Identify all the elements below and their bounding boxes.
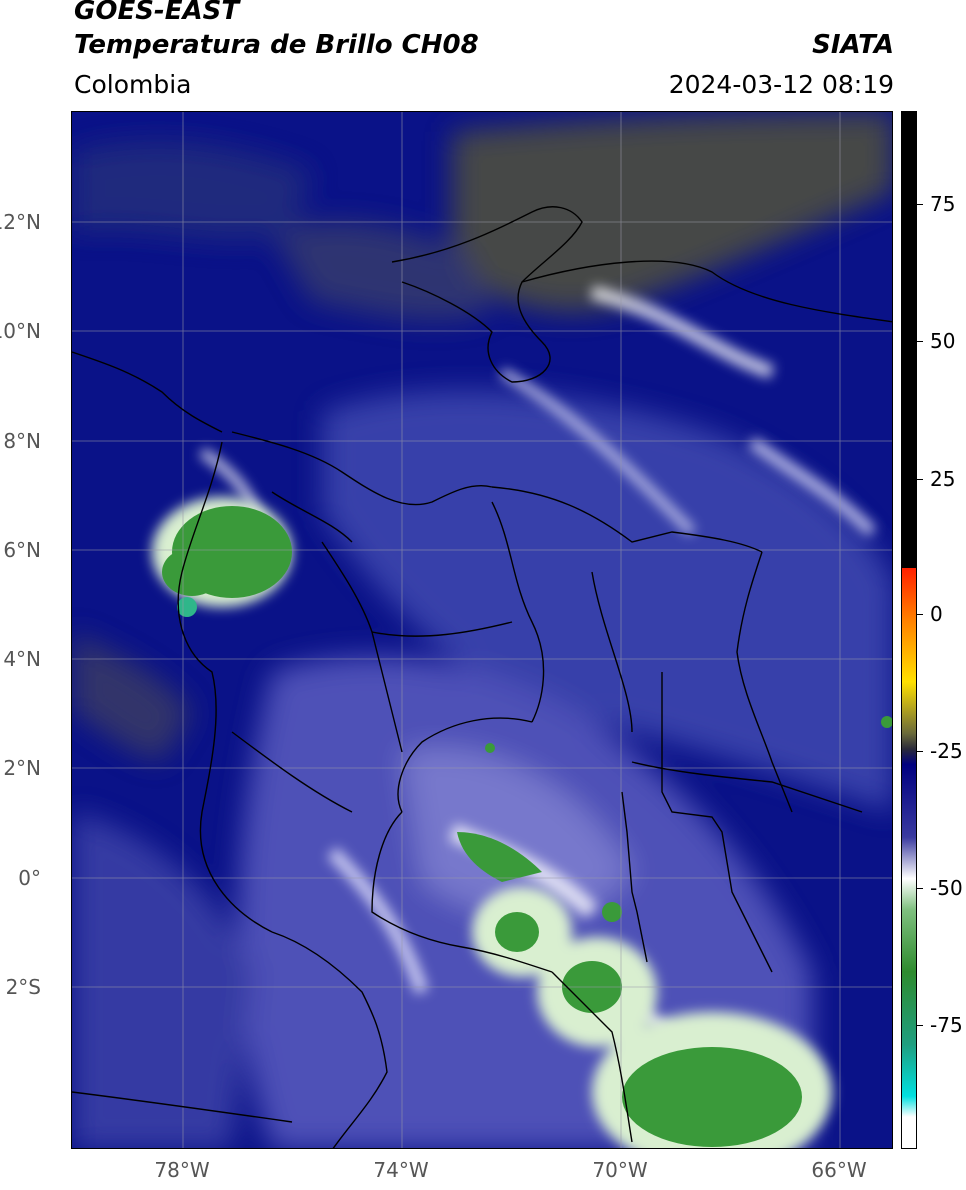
- colorbar-tick: [917, 888, 923, 889]
- lat-label-4n: 4°N: [3, 647, 41, 671]
- lat-label-2n: 2°N: [3, 756, 41, 780]
- colorbar-tick: [917, 479, 923, 480]
- region-label: Colombia: [74, 70, 192, 99]
- map-canvas: [72, 112, 892, 1148]
- colorbar-tick: [917, 614, 923, 615]
- lat-label-10n: 10°N: [0, 319, 41, 343]
- lat-label-0: 0°: [18, 866, 41, 890]
- colorbar-tick: [917, 1025, 923, 1026]
- colorbar-tick: [917, 341, 923, 342]
- lon-label-66w: 66°W: [811, 1158, 867, 1182]
- lat-label-6n: 6°N: [3, 538, 41, 562]
- colorbar-label-minus50: -50: [930, 876, 963, 900]
- dry-air-regions: [72, 112, 892, 762]
- lon-label-70w: 70°W: [592, 1158, 648, 1182]
- colorbar-label-25: 25: [930, 467, 956, 491]
- colorbar-tick: [917, 204, 923, 205]
- colorbar: [901, 111, 917, 1149]
- brand-label: SIATA: [812, 30, 894, 60]
- lat-label-8n: 8°N: [3, 429, 41, 453]
- lat-label-2s: 2°S: [5, 975, 41, 999]
- satellite-map[interactable]: [71, 111, 893, 1149]
- map-title-line1: GOES-EAST: [74, 0, 240, 26]
- lat-label-12n: 12°N: [0, 210, 41, 234]
- colorbar-label-0: 0: [930, 602, 943, 626]
- country-boundaries: [72, 206, 892, 1148]
- colorbar-label-75: 75: [930, 192, 956, 216]
- colorbar-label-minus75: -75: [930, 1013, 963, 1037]
- colorbar-label-50: 50: [930, 329, 956, 353]
- lon-label-74w: 74°W: [373, 1158, 429, 1182]
- deep-convection-cells: [152, 497, 892, 1148]
- graticule: [72, 112, 892, 1148]
- colorbar-label-minus25: -25: [930, 739, 963, 763]
- colorbar-tick: [917, 751, 923, 752]
- timestamp-label: 2024-03-12 08:19: [668, 70, 894, 99]
- lon-label-78w: 78°W: [154, 1158, 210, 1182]
- map-title-line2: Temperatura de Brillo CH08: [74, 30, 479, 60]
